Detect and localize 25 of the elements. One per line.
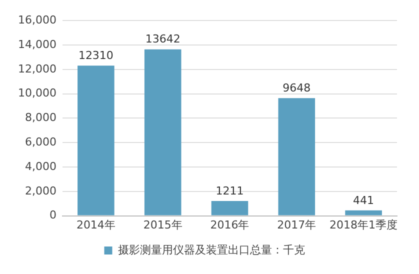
y-tick-label: 14,000 (18, 38, 56, 51)
data-label: 12310 (78, 48, 114, 62)
x-tick-label: 2018年1季度 (330, 218, 398, 232)
y-tick-label: 8,000 (24, 111, 56, 124)
x-tick-label: 2014年 (76, 218, 116, 232)
legend-label: 摄影测量用仪器及装置出口总量：千克 (118, 243, 305, 256)
data-label: 9648 (282, 81, 311, 94)
y-tick-label: 2,000 (24, 184, 56, 198)
bar (211, 201, 248, 216)
y-tick-label: 0 (49, 208, 56, 222)
y-tick-label: 10,000 (18, 86, 56, 100)
x-tick-label: 2016年 (210, 218, 250, 232)
y-tick-label: 4,000 (24, 160, 56, 173)
y-tick-label: 16,000 (18, 13, 56, 26)
x-tick-label: 2015年 (143, 218, 182, 232)
x-tick-label: 2017年 (277, 218, 316, 232)
y-tick-label: 6,000 (24, 135, 56, 148)
bar (278, 98, 316, 216)
bar (78, 66, 114, 216)
data-label: 441 (353, 194, 374, 207)
y-tick-label: 12,000 (18, 62, 56, 76)
data-label: 1211 (216, 184, 244, 198)
data-label: 13642 (145, 32, 180, 46)
bar (345, 210, 382, 216)
bar (144, 49, 182, 216)
